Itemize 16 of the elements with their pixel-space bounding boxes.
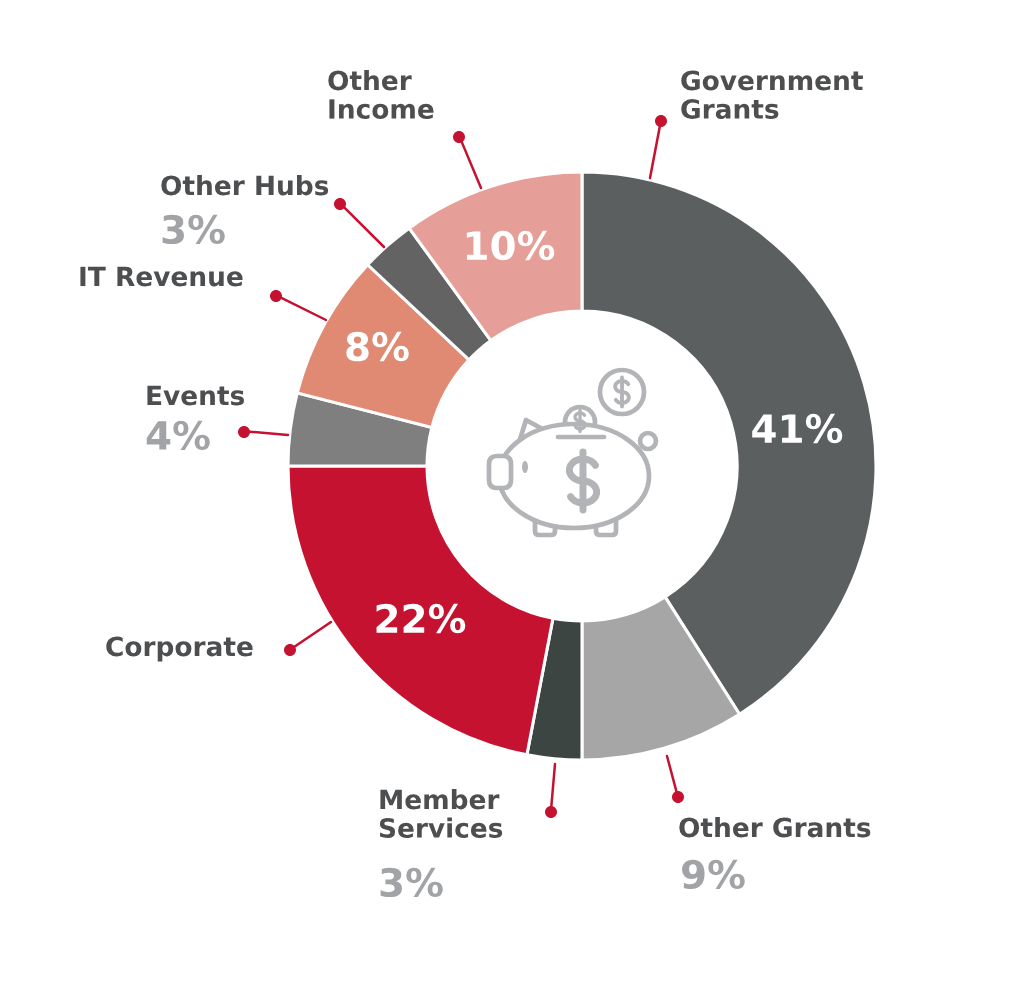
- data-label: 3%: [380, 867, 443, 898]
- slice-label: IT Revenue: [80, 266, 243, 287]
- legend-label: Corporate: [106, 636, 253, 662]
- data-label: 22%: [376, 603, 466, 634]
- data-label: 3%: [162, 214, 225, 245]
- slice-label: Member Services: [379, 789, 503, 838]
- data-label: 9%: [682, 859, 745, 890]
- data-label: 41%: [752, 413, 843, 444]
- data-label: 4%: [146, 420, 210, 451]
- data-label: 10%: [466, 230, 555, 261]
- data-label: 8%: [346, 331, 409, 362]
- slice-label: Other Hubs: [161, 175, 329, 196]
- slice-label: Events: [147, 385, 244, 406]
- slice-label: Other Income: [328, 70, 434, 119]
- slice-label: Government Grants: [681, 70, 863, 119]
- slice-label: Other Grants: [679, 817, 871, 838]
